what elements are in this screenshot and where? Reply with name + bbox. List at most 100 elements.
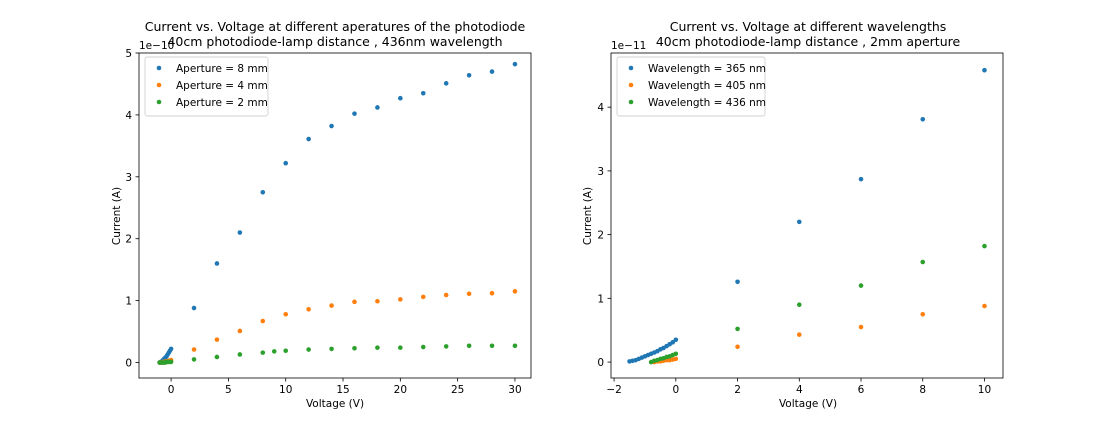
x-tick-label: 4: [796, 384, 803, 396]
data-point: [466, 72, 472, 78]
data-point: [329, 346, 334, 352]
x-axis-label: Voltage (V): [779, 398, 837, 410]
y-offset-label: 1e−10: [139, 40, 174, 52]
chart-title: Current vs. Voltage at different wavelen…: [670, 19, 947, 34]
data-point: [443, 81, 449, 86]
x-tick-label: 0: [168, 384, 175, 396]
data-point: [191, 357, 197, 362]
data-point: [735, 279, 740, 285]
data-point: [168, 359, 174, 365]
data-point: [214, 354, 220, 360]
y-tick-label: 2: [597, 230, 604, 242]
data-point: [858, 176, 864, 182]
y-offset-label: 1e−11: [611, 40, 646, 52]
data-point: [920, 311, 926, 317]
data-point: [191, 305, 197, 311]
x-tick-label: −2: [606, 384, 621, 396]
data-point: [168, 346, 174, 352]
chart-subtitle: 40cm photodiode-lamp distance , 436nm wa…: [167, 34, 502, 49]
data-point: [673, 356, 679, 362]
y-tick-label: 5: [125, 48, 132, 60]
plot-frame: [138, 52, 532, 379]
data-point: [214, 337, 220, 342]
y-tick-label: 3: [125, 172, 132, 184]
legend-label: Aperture = 2 mm: [176, 97, 268, 109]
legend: Wavelength = 365 nm Wavelength = 405 nm Wa…: [616, 56, 766, 117]
data-point: [443, 292, 449, 298]
data-point: [352, 345, 357, 351]
data-point: [260, 350, 266, 355]
data-point: [512, 61, 518, 67]
legend-frame: [616, 56, 766, 117]
data-point: [306, 347, 311, 352]
data-point: [329, 303, 334, 308]
data-point: [796, 219, 802, 225]
data-point: [982, 303, 987, 309]
data-point: [466, 343, 472, 349]
data-point: [306, 136, 311, 142]
legend: Aperture = 8 mm Aperture = 4 mm Aperture =…: [144, 56, 269, 117]
legend-marker: [156, 82, 162, 88]
data-point: [796, 302, 802, 308]
data-point: [283, 160, 289, 166]
x-tick-label: 8: [919, 384, 926, 396]
data-point: [260, 318, 266, 324]
legend-label: Wavelength = 436 nm: [648, 97, 766, 109]
data-point: [214, 261, 220, 266]
legend-label: Aperture = 8 mm: [176, 63, 268, 75]
y-axis-label: Current (A): [111, 187, 123, 245]
y-tick-label: 1: [597, 293, 604, 305]
y-tick-label: 3: [597, 166, 604, 178]
data-point: [858, 324, 864, 330]
legend-label: Aperture = 4 mm: [176, 80, 268, 92]
data-point: [398, 345, 403, 350]
data-point: [398, 95, 403, 101]
data-point: [982, 243, 987, 249]
data-point: [352, 299, 357, 305]
chart-title: Current vs. Voltage at different aperatu…: [145, 19, 526, 34]
data-point: [670, 340, 676, 345]
chart-subtitle: 40cm photodiode-lamp distance , 2mm aper…: [656, 34, 961, 49]
data-point: [237, 352, 243, 357]
legend-marker: [628, 82, 634, 88]
x-tick-label: 10: [978, 384, 991, 396]
x-tick-label: 20: [394, 384, 407, 396]
y-tick-label: 2: [125, 234, 132, 246]
x-tick-label: 15: [336, 384, 349, 396]
legend-label: Wavelength = 365 nm: [648, 63, 766, 75]
data-point: [420, 294, 426, 300]
data-point: [271, 349, 277, 354]
data-point: [443, 344, 449, 349]
y-tick-label: 4: [597, 102, 604, 114]
x-tick-label: 2: [734, 384, 741, 396]
data-point: [512, 289, 518, 294]
legend-marker: [628, 65, 634, 71]
y-tick-label: 0: [125, 358, 132, 370]
plot-frame: [610, 52, 1004, 379]
chart-wavelength: Current vs. Voltage at different wavelen…: [582, 19, 1004, 410]
data-point: [191, 347, 197, 352]
data-point: [375, 345, 380, 350]
data-point: [329, 123, 334, 129]
data-point: [466, 291, 472, 297]
data-point: [420, 344, 426, 350]
data-point: [237, 328, 243, 334]
y-tick-label: 0: [597, 357, 604, 369]
data-point: [858, 283, 864, 288]
legend-marker: [156, 99, 162, 105]
data-point: [920, 116, 926, 122]
data-point: [237, 230, 243, 235]
data-point: [283, 311, 289, 317]
legend-marker: [156, 65, 162, 71]
chart-aperture: Current vs. Voltage at different aperatu…: [111, 19, 532, 410]
data-point: [375, 105, 380, 110]
x-tick-label: 6: [858, 384, 865, 396]
x-axis-label: Voltage (V): [306, 398, 364, 410]
data-point: [489, 69, 495, 74]
x-tick-label: 5: [225, 384, 232, 396]
y-tick-label: 4: [125, 110, 132, 122]
legend-marker: [628, 99, 634, 105]
data-point: [260, 189, 266, 195]
